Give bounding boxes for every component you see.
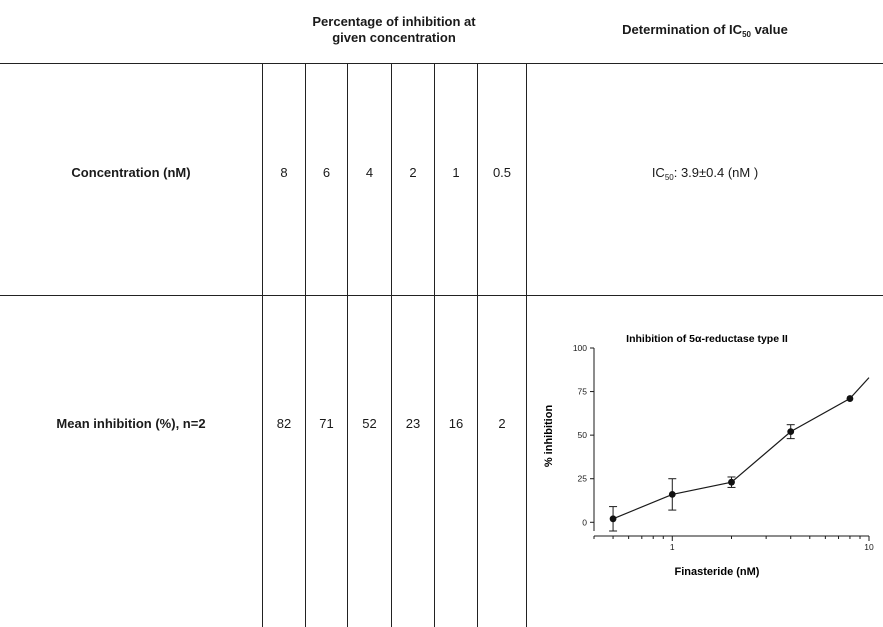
concentration-cell: 8 xyxy=(280,165,288,180)
inhibition-cell: 71 xyxy=(319,416,334,431)
inhibition-cell: 2 xyxy=(498,416,506,431)
y-axis-label: % inhibition xyxy=(543,405,555,468)
chart-title: Inhibition of 5α-reductase type II xyxy=(626,333,788,345)
data-point xyxy=(787,428,795,436)
percentage-header-line2: given concentration xyxy=(332,30,456,45)
y-tick-label: 75 xyxy=(578,387,588,397)
inhibition-cell: 52 xyxy=(362,416,377,431)
inhibition-chart: Inhibition of 5α-reductase type II % inh… xyxy=(543,333,874,578)
data-point xyxy=(846,395,854,402)
y-tick-label: 100 xyxy=(573,343,587,353)
concentration-cell: 1 xyxy=(452,165,460,180)
column-divider xyxy=(434,63,435,627)
series-line xyxy=(612,377,870,520)
percentage-header-line1: Percentage of inhibition at xyxy=(312,14,476,29)
ic50-result-prefix: IC xyxy=(651,165,665,180)
column-divider xyxy=(391,63,392,627)
concentration-cell: 2 xyxy=(409,165,417,180)
chart-axes: 0 25 50 75 100 1 10 xyxy=(573,343,874,552)
ic50-result-value: : 3.9±0.4 (nM ) xyxy=(673,165,759,180)
data-point xyxy=(609,515,617,523)
inhibition-cell: 16 xyxy=(448,416,464,431)
concentration-cell: 0.5 xyxy=(492,165,512,180)
percentage-header: Percentage of inhibition at given concen… xyxy=(262,14,526,46)
table-line-top xyxy=(0,63,883,64)
x-axis-label: Finasteride (nM) xyxy=(675,566,760,578)
inhibition-cell: 23 xyxy=(405,416,421,431)
y-tick-label: 50 xyxy=(578,430,588,440)
data-point xyxy=(668,491,676,498)
y-tick-label: 25 xyxy=(578,474,588,484)
ic50-result-sub: 50 xyxy=(664,173,674,182)
y-tick-label: 0 xyxy=(582,517,587,527)
ic50-result: IC50: 3.9±0.4 (nM ) xyxy=(527,165,883,182)
concentration-cell: 6 xyxy=(322,165,331,180)
ic50-header: Determination of IC50 value xyxy=(527,22,883,39)
data-point xyxy=(728,478,735,486)
column-divider xyxy=(477,63,478,627)
x-tick-label: 1 xyxy=(670,542,675,552)
x-tick-label: 10 xyxy=(864,542,874,552)
chart-marks xyxy=(609,377,870,532)
inhibition-cell: 82 xyxy=(276,416,292,431)
column-divider xyxy=(262,63,263,627)
column-divider xyxy=(526,63,527,627)
table-line-middle xyxy=(0,295,883,296)
ic50-header-suffix: value xyxy=(750,22,788,37)
mean-inhibition-row-label: Mean inhibition (%), n=2 xyxy=(56,416,206,431)
ic50-header-prefix: Determination of IC xyxy=(622,22,743,37)
column-divider xyxy=(347,63,348,627)
concentration-row-label: Concentration (nM) xyxy=(71,165,191,180)
column-divider xyxy=(305,63,306,627)
concentration-cell: 4 xyxy=(365,165,374,180)
ic50-header-sub: 50 xyxy=(742,30,751,39)
